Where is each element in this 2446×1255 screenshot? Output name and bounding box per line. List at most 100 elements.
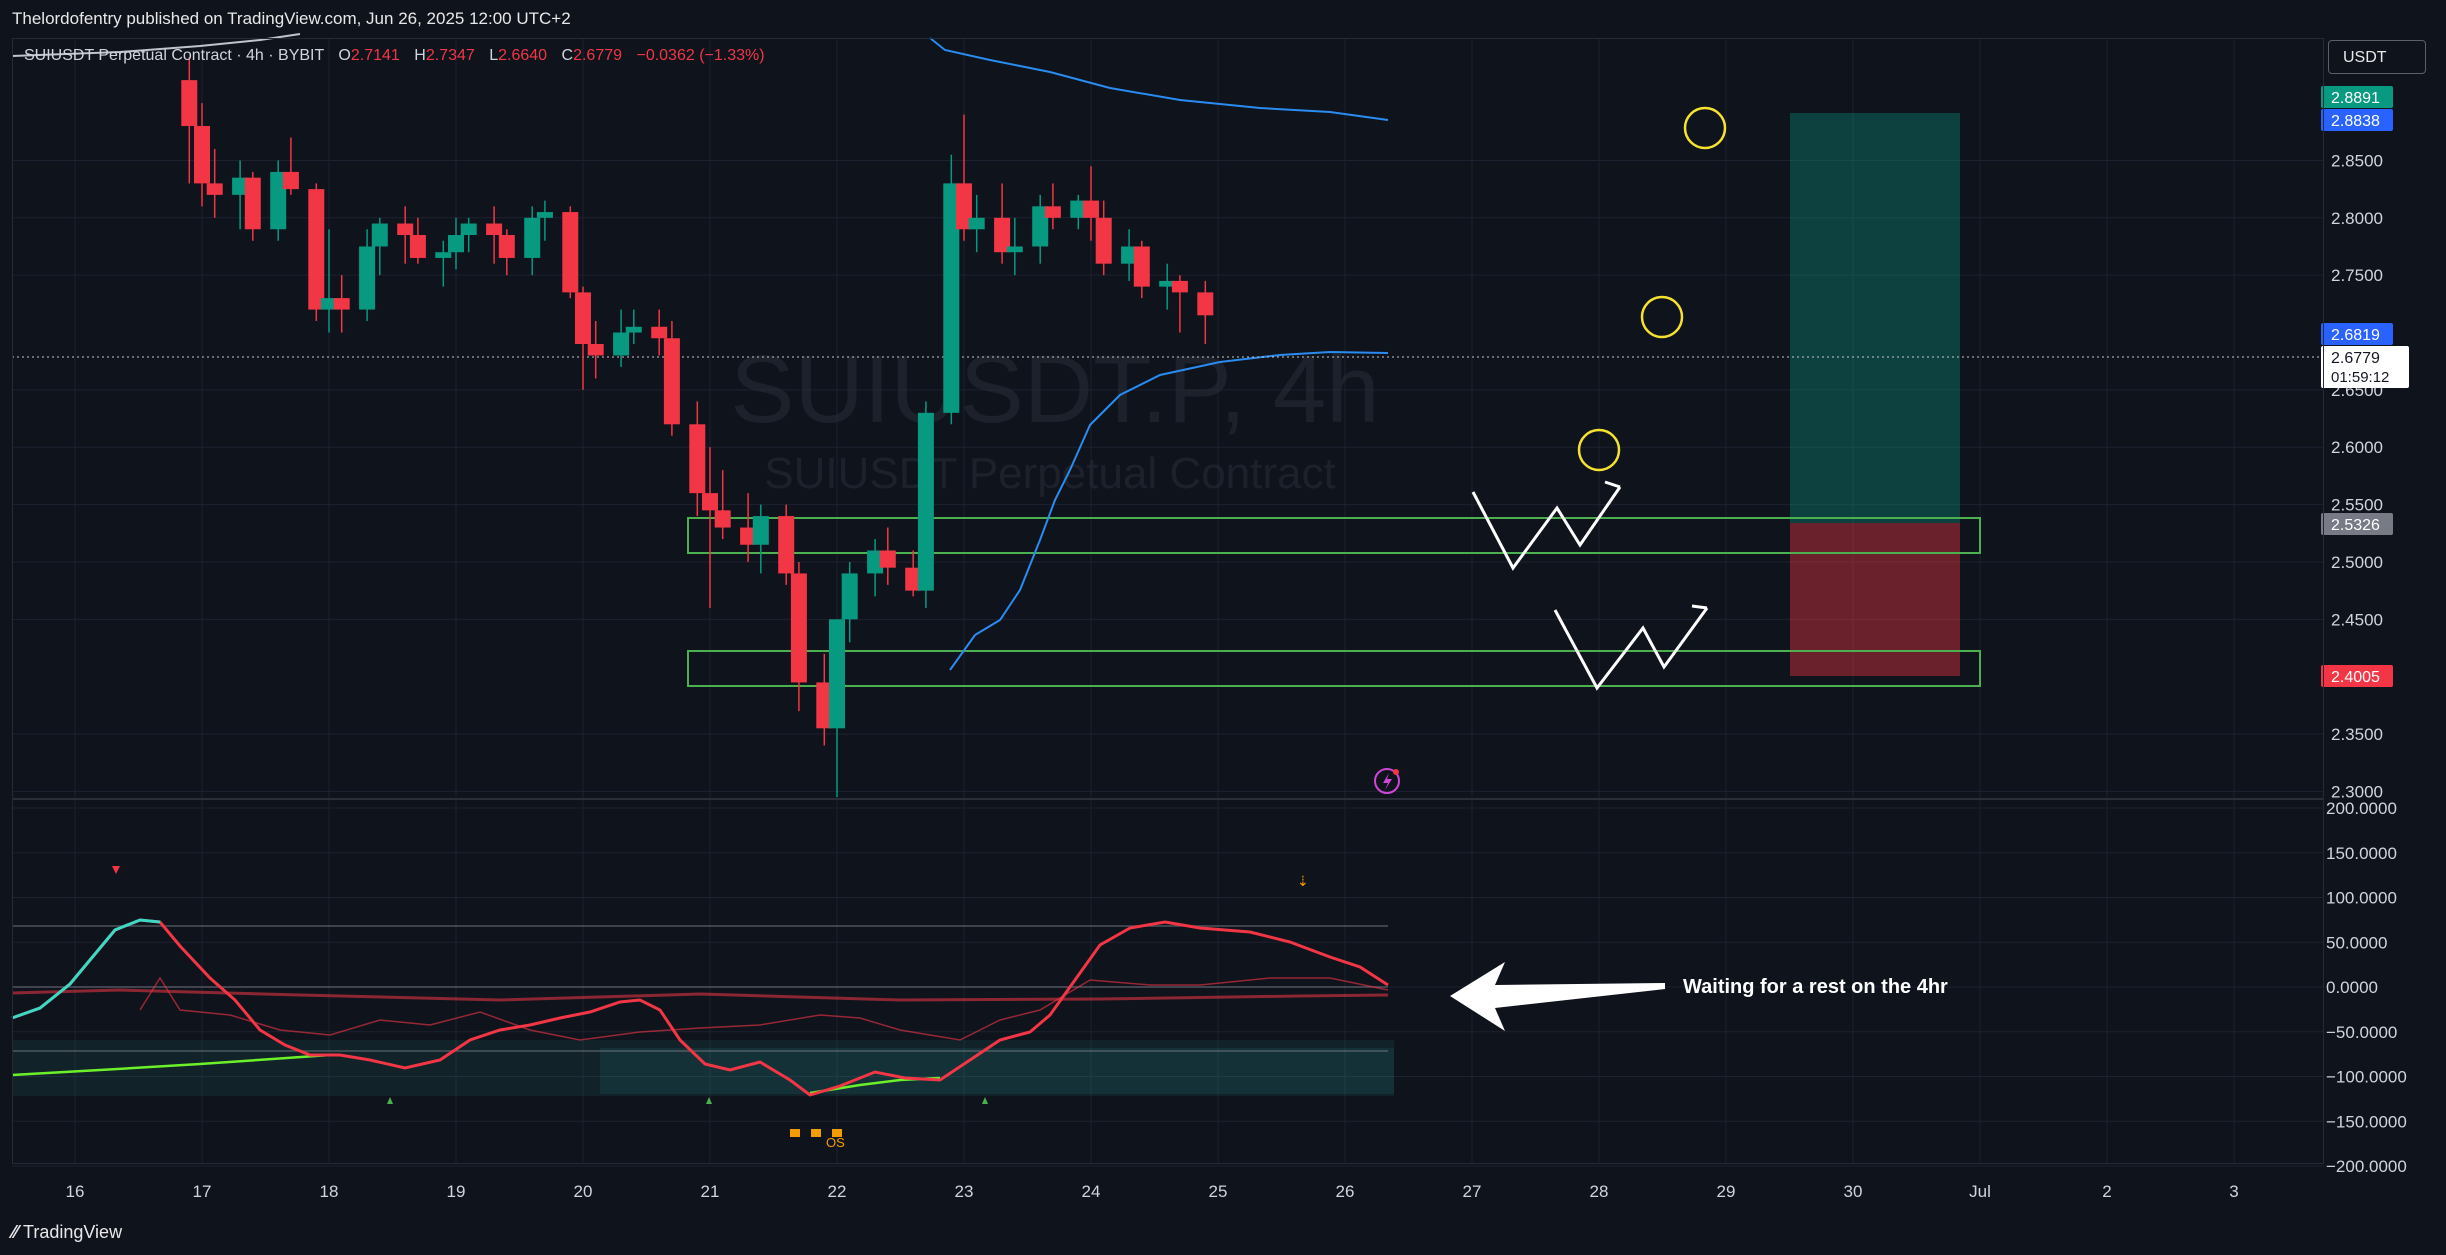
price-label-current: 2.6779 01:59:12 — [2321, 346, 2409, 388]
candle-up[interactable] — [867, 550, 884, 574]
candle-down[interactable] — [397, 223, 414, 236]
candle-up[interactable] — [1070, 200, 1087, 218]
candle-down[interactable] — [486, 223, 503, 236]
target-circle-low[interactable] — [1577, 428, 1621, 472]
target-circle-top[interactable] — [1683, 106, 1727, 150]
candle-down[interactable] — [956, 183, 972, 230]
candle-down[interactable] — [1171, 280, 1188, 293]
candle-down[interactable] — [206, 183, 223, 195]
candle-down[interactable] — [994, 217, 1011, 253]
long-position-profit-zone[interactable] — [1790, 113, 1960, 523]
price-tick-label: 2.8500 — [2331, 151, 2383, 170]
candle-up[interactable] — [536, 212, 553, 218]
candle-up[interactable] — [1006, 246, 1023, 253]
projection-path-lower[interactable] — [1553, 607, 1709, 691]
candle-up[interactable] — [1032, 206, 1049, 247]
candle-down[interactable] — [498, 235, 515, 258]
osc-main-line-bullish — [11, 918, 161, 1020]
callout-note: Waiting for a rest on the 4hr — [1683, 976, 1948, 998]
callout-arrow-icon[interactable] — [1450, 962, 1665, 1031]
candle-up[interactable] — [1159, 280, 1176, 287]
symbol-name[interactable]: SUIUSDT Perpetual Contract · 4h · BYBIT — [24, 47, 324, 64]
candle-up[interactable] — [917, 412, 934, 591]
candle-down[interactable] — [778, 516, 795, 574]
time-tick-label: 2 — [2102, 1182, 2111, 1201]
candle-down[interactable] — [575, 292, 591, 344]
candle-up[interactable] — [968, 217, 985, 230]
candle-down[interactable] — [714, 510, 731, 528]
tradingview-logo[interactable]: ⁄⁄ TradingView — [12, 1222, 122, 1243]
candle-up[interactable] — [841, 573, 858, 620]
candle-down[interactable] — [587, 343, 604, 356]
candle-up[interactable] — [435, 252, 452, 258]
candle-up[interactable] — [1121, 246, 1138, 264]
candle-down[interactable] — [194, 126, 210, 184]
price-label-ma-mid: 2.6819 — [2321, 323, 2393, 345]
osc-tick-label: 150.0000 — [2326, 844, 2397, 863]
currency-button[interactable]: USDT — [2328, 40, 2426, 74]
time-tick-label: 23 — [955, 1182, 974, 1201]
time-axis[interactable]: 16 17 18 19 20 21 22 23 24 25 26 27 28 29 30 Jul 2 3 — [66, 1182, 2239, 1201]
publisher-line: Thelordofentry published on TradingView.… — [12, 9, 571, 28]
candle-up[interactable] — [359, 246, 376, 310]
candle-down[interactable] — [790, 573, 807, 683]
candle-up[interactable] — [321, 298, 337, 310]
candle-down[interactable] — [308, 189, 325, 310]
candle-down[interactable] — [905, 567, 922, 591]
high-value: 2.7347 — [425, 47, 475, 64]
candle-down[interactable] — [663, 338, 680, 425]
watermark-title: SUIUSDT.P, 4h — [730, 336, 1379, 443]
time-tick-label: 22 — [828, 1182, 847, 1201]
support-zone-upper[interactable] — [687, 517, 1981, 554]
candle-down[interactable] — [1095, 217, 1112, 264]
candle-up[interactable] — [752, 516, 769, 545]
candle-down[interactable] — [702, 493, 718, 511]
projection-arrowhead-upper — [1604, 480, 1621, 489]
support-zone-lower[interactable] — [687, 650, 1981, 687]
candle-down[interactable] — [244, 177, 261, 230]
osc-tick-label: 200.0000 — [2326, 799, 2397, 818]
candle-down[interactable] — [282, 171, 299, 190]
price-label-ma-top: 2.8838 — [2321, 109, 2393, 131]
candle-up[interactable] — [371, 223, 388, 247]
candle-down[interactable] — [1044, 206, 1061, 218]
candlestick-series[interactable] — [181, 57, 1214, 798]
svg-text:2.5326: 2.5326 — [2331, 517, 2380, 534]
candle-down[interactable] — [879, 550, 896, 568]
candle-down[interactable] — [1133, 246, 1150, 287]
price-tick-label: 2.6000 — [2331, 438, 2383, 457]
candle-up[interactable] — [460, 223, 477, 236]
candle-down[interactable] — [816, 682, 833, 729]
price-axis[interactable]: 2.85002.80002.75002.65002.60002.55002.50… — [2331, 151, 2383, 801]
candle-down[interactable] — [1083, 200, 1099, 218]
candle-down[interactable] — [181, 80, 198, 127]
oscillator-axis[interactable]: 200.0000 150.0000 100.0000 50.0000 0.0000 −50… — [2326, 799, 2407, 1176]
symbol-legend[interactable]: SUIUSDT Perpetual Contract · 4h · BYBIT … — [24, 47, 765, 65]
candle-down[interactable] — [651, 326, 668, 339]
candle-down[interactable] — [409, 235, 426, 258]
candle-up[interactable] — [613, 332, 630, 356]
candle-up[interactable] — [270, 171, 287, 230]
buy-marker-icon-2 — [706, 1097, 712, 1104]
osc-tick-label: 0.0000 — [2326, 978, 2378, 997]
projection-path-upper[interactable] — [1471, 486, 1622, 571]
candle-down[interactable] — [562, 212, 579, 293]
candle-down[interactable] — [740, 527, 757, 545]
candle-down[interactable] — [689, 424, 706, 494]
osc-green-trend-upper — [11, 1053, 331, 1077]
candle-up[interactable] — [524, 217, 541, 258]
candle-down[interactable] — [333, 298, 350, 310]
alert-lightning-icon[interactable] — [1374, 768, 1400, 794]
candle-up[interactable] — [829, 619, 845, 729]
os-marker-label: OS — [826, 1135, 845, 1150]
time-tick-label: 21 — [701, 1182, 720, 1201]
candle-up[interactable] — [943, 183, 960, 413]
price-label-stop: 2.4005 — [2321, 665, 2393, 687]
candle-up[interactable] — [448, 235, 464, 253]
candle-down[interactable] — [1197, 292, 1214, 316]
candle-up[interactable] — [625, 326, 642, 333]
target-circle-mid[interactable] — [1640, 295, 1684, 339]
osc-main-line — [11, 918, 1389, 1097]
candle-up[interactable] — [232, 177, 249, 195]
